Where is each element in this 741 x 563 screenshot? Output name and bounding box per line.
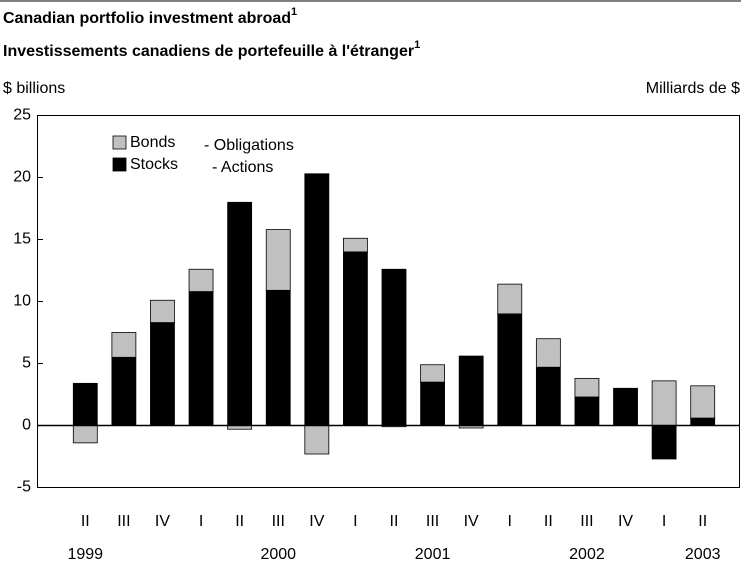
year-label: 2003: [685, 546, 721, 563]
bar-segment: [535, 338, 561, 368]
y-tick-label: 25: [13, 107, 31, 124]
subtitle-note: 1: [414, 39, 420, 51]
bar-segment: [420, 364, 445, 383]
y-tick-label: 15: [13, 231, 31, 248]
x-tick-label: II: [390, 513, 399, 530]
x-tick-label: IV: [155, 513, 170, 530]
subtitle-text: Investissements canadiens de portefeuill…: [3, 43, 414, 60]
x-tick-label: II: [235, 513, 244, 530]
x-tick-label: III: [426, 513, 439, 530]
bar-segment: [651, 425, 677, 460]
year-label: 2001: [415, 546, 451, 563]
bar-segment: [188, 268, 214, 292]
x-tick-label: IV: [309, 513, 324, 530]
legend-label: Stocks: [130, 156, 178, 173]
bar-segment: [265, 229, 291, 291]
bar-segment: [497, 313, 523, 426]
x-tick-label: III: [272, 513, 285, 530]
bar-segment: [690, 385, 716, 419]
legend-label-fr: - Actions: [212, 159, 273, 176]
bar-segment: [574, 396, 600, 426]
chart-subtitle: Investissements canadiens de portefeuill…: [3, 39, 420, 60]
year-label: 1999: [67, 546, 103, 563]
y-tick-label: 10: [13, 293, 31, 310]
bar-segment: [304, 173, 330, 426]
bar-segment: [111, 332, 137, 358]
bar-segment: [458, 355, 484, 426]
y-tick-label: 5: [22, 355, 31, 372]
y-tick-label: -5: [17, 479, 31, 496]
bar-segment: [265, 289, 291, 426]
bar-segment: [188, 291, 214, 426]
legend-label-fr: - Obligations: [204, 137, 294, 154]
title-note: 1: [291, 6, 297, 18]
bar-segment: [690, 417, 716, 426]
x-tick-label: II: [544, 513, 553, 530]
bar-segment: [150, 322, 175, 426]
bar-segment: [343, 237, 368, 253]
bar-segment: [613, 387, 638, 426]
y-axis-label-right: Milliards de $: [646, 80, 740, 97]
legend-swatch: [112, 157, 127, 172]
y-tick-label: 20: [13, 169, 31, 186]
bar-segment: [535, 366, 561, 426]
x-tick-label: I: [199, 513, 203, 530]
x-tick-label: II: [81, 513, 90, 530]
bar-segment: [420, 381, 445, 426]
chart-title: Canadian portfolio investment abroad1: [3, 6, 297, 27]
bar-segment: [381, 268, 407, 426]
legend-swatch: [112, 135, 127, 150]
year-label: 2002: [569, 546, 605, 563]
x-tick-label: III: [580, 513, 593, 530]
bar-segment: [574, 377, 600, 398]
bar-segment: [651, 380, 677, 426]
x-tick-label: II: [698, 513, 707, 530]
bar-segment: [150, 299, 175, 323]
bar-segment: [227, 201, 253, 426]
bar-segment: [343, 251, 368, 426]
y-axis-label: $ billions: [3, 80, 65, 97]
x-tick-label: III: [117, 513, 130, 530]
title-text: Canadian portfolio investment abroad: [3, 10, 291, 27]
bar-segment: [304, 425, 330, 455]
year-label: 2000: [260, 546, 296, 563]
bar-segment: [72, 382, 98, 426]
x-tick-label: I: [662, 513, 666, 530]
legend-label: Bonds: [130, 134, 175, 151]
y-tick-label: 0: [22, 417, 31, 434]
x-tick-label: IV: [464, 513, 479, 530]
bar-segment: [72, 425, 98, 444]
x-tick-label: IV: [618, 513, 633, 530]
x-tick-label: I: [508, 513, 512, 530]
x-tick-label: I: [353, 513, 357, 530]
bar-segment: [497, 283, 523, 315]
bar-segment: [111, 356, 137, 426]
